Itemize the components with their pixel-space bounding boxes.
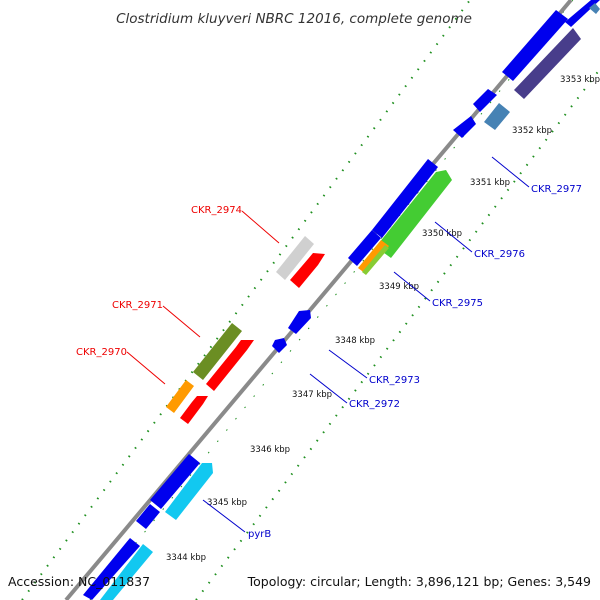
tick-3351: 3351 kbp [470, 178, 510, 188]
gene-pyrb[interactable] [165, 463, 213, 520]
gene-blue-inner-4[interactable] [473, 89, 497, 112]
inner-guide-line [195, 68, 600, 600]
gene-ckr-2976[interactable] [375, 170, 452, 258]
tick-labels: 3344 kbp 3345 kbp 3346 kbp 3347 kbp 3348… [166, 75, 600, 563]
tick-3349: 3349 kbp [379, 282, 419, 292]
accession-text: Accession: NC_011837 [8, 574, 150, 589]
tick-3352: 3352 kbp [512, 126, 552, 136]
gene-red-upper[interactable] [290, 253, 325, 288]
tick-3347: 3347 kbp [292, 390, 332, 400]
label-ckr-2973[interactable]: CKR_2973 [369, 375, 420, 386]
gene-ckr-2977[interactable] [484, 103, 510, 130]
gene-blue-inner-5[interactable] [502, 10, 568, 81]
inner-features [348, 0, 600, 275]
gene-ckr-2974[interactable] [276, 236, 314, 280]
gene-cyan-lower[interactable] [100, 544, 153, 600]
outer-features [83, 236, 325, 600]
gene-ckr-2975-overlap [362, 245, 389, 275]
map-title: Clostridium kluyveri NBRC 12016, complet… [116, 11, 472, 27]
tick-3346: 3346 kbp [250, 445, 290, 455]
gene-ckr-2975[interactable] [358, 240, 389, 274]
gene-red-long[interactable] [206, 340, 254, 391]
gene-steel-top[interactable] [589, 3, 600, 14]
gene-blue-outer-3[interactable] [83, 538, 140, 600]
tick-3348: 3348 kbp [335, 336, 375, 346]
tick-3345: 3345 kbp [207, 498, 247, 508]
label-ckr-2975[interactable]: CKR_2975 [432, 298, 483, 309]
tick-3344: 3344 kbp [166, 553, 206, 563]
gene-blue-inner-1[interactable] [372, 159, 438, 238]
label-ckr-2970[interactable]: CKR_2970 [76, 347, 127, 358]
gene-red-lower[interactable] [180, 396, 208, 424]
label-ckr-2976[interactable]: CKR_2976 [474, 249, 525, 260]
gene-blue-inner-3[interactable] [453, 116, 476, 138]
gene-ckr-2970[interactable] [166, 380, 194, 413]
label-ckr-2972[interactable]: CKR_2972 [349, 399, 400, 410]
label-ckr-2971[interactable]: CKR_2971 [112, 300, 163, 311]
tick-3350: 3350 kbp [422, 229, 462, 239]
gene-blue-inner-2[interactable] [348, 230, 381, 266]
gene-ckr-2971[interactable] [193, 323, 242, 380]
label-ckr-2977[interactable]: CKR_2977 [531, 184, 582, 195]
gene-purple[interactable] [514, 28, 581, 99]
genome-summary-text: Topology: circular; Length: 3,896,121 bp… [247, 574, 591, 589]
gene-ckr-2973-body[interactable] [288, 310, 311, 334]
tick-3353: 3353 kbp [560, 75, 600, 85]
gene-ckr-2972-body[interactable] [272, 338, 287, 353]
gene-label-group: CKR_2970 CKR_2971 CKR_2974 pyrB CKR_2972… [76, 156, 582, 540]
gene-blue-outer-2[interactable] [136, 504, 160, 529]
label-ckr-2974[interactable]: CKR_2974 [191, 205, 242, 216]
outer-guide-line [21, 0, 471, 600]
gene-blue-outer-1[interactable] [150, 454, 200, 509]
label-pyrb[interactable]: pyrB [248, 529, 271, 540]
